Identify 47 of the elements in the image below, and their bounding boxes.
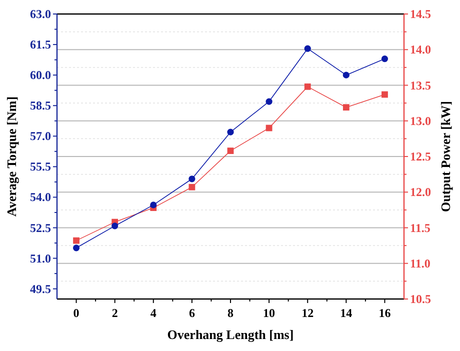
y2-tick-label: 10.5	[410, 292, 431, 306]
x-tick-label: 6	[188, 306, 195, 320]
x-tick-label: 16	[378, 306, 391, 320]
x-tick-label: 12	[302, 306, 314, 320]
y-tick-label: 49.5	[30, 282, 51, 296]
y2-tick-label: 11.5	[410, 220, 430, 235]
point	[150, 202, 157, 208]
y2-tick-label: 13.5	[410, 78, 431, 92]
y-tick-label: 55.5	[30, 160, 51, 174]
point	[342, 72, 350, 78]
point	[304, 83, 311, 90]
y2-tick-label: 13.0	[410, 114, 431, 128]
x-tick-label: 4	[150, 306, 156, 320]
x-axis-title: Overhang Length [ms]	[167, 327, 294, 342]
y2-axis-title: Output Power [kW]	[438, 101, 453, 212]
point	[227, 128, 234, 136]
x-tick-label: 0	[73, 306, 80, 320]
point	[188, 176, 196, 182]
y-tick-label: 52.5	[30, 220, 51, 235]
y-tick-label: 63.0	[30, 7, 51, 21]
y2-tick-label: 12.0	[410, 185, 431, 200]
x-tick-label: 2	[112, 306, 118, 320]
y-tick-label: 60.0	[30, 68, 51, 82]
point	[342, 104, 350, 111]
point	[72, 244, 80, 252]
point	[227, 148, 234, 154]
point	[112, 222, 118, 230]
point	[266, 98, 272, 105]
x-tick-label: 10	[263, 306, 276, 320]
y2-tick-label: 14.5	[410, 7, 431, 21]
point	[73, 237, 80, 244]
y2-tick-label: 11.0	[410, 256, 430, 270]
y-tick-label: 54.0	[30, 190, 51, 204]
point	[382, 91, 388, 98]
y-tick-label: 51.0	[30, 251, 51, 266]
x-tick-label: 14	[340, 306, 352, 320]
y2-tick-label: 12.5	[410, 150, 431, 164]
y-axis-title: Average Torque [Nm]	[4, 96, 19, 217]
y-tick-label: 58.5	[30, 98, 51, 113]
point	[304, 45, 311, 52]
y-tick-label: 61.5	[30, 38, 51, 52]
x-tick-label: 8	[228, 306, 234, 320]
y-tick-label: 57.0	[30, 129, 51, 144]
y2-tick-label: 14.0	[410, 42, 431, 57]
point	[266, 124, 272, 132]
point	[188, 184, 196, 190]
point	[381, 55, 388, 62]
